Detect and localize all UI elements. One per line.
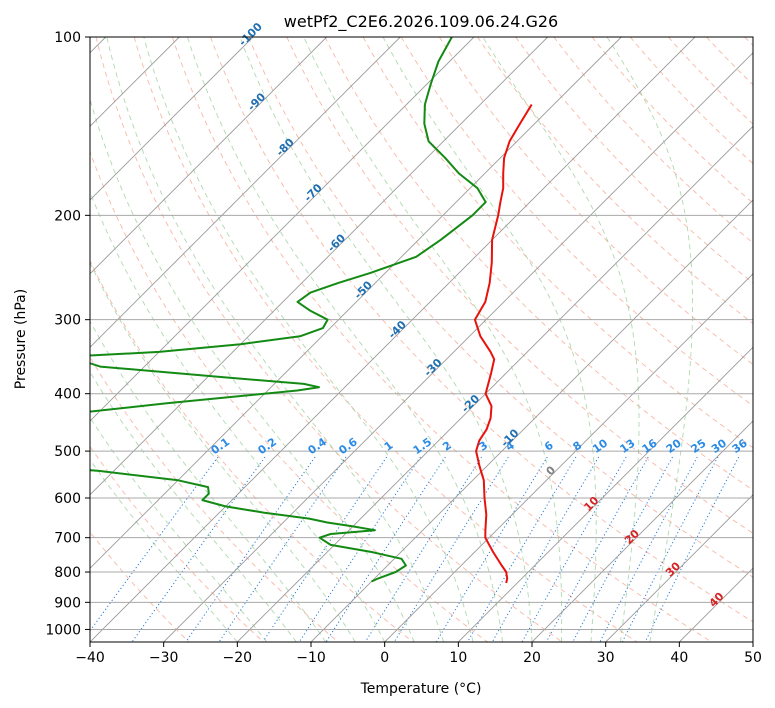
dry-adiabat-line [400,37,753,407]
grid-lines [90,37,753,642]
isotherm-line [163,52,753,642]
y-tick-label: 1000 [45,622,81,638]
x-tick-label: 40 [670,650,688,666]
x-tick-label: −30 [149,650,179,666]
isotherm-line [531,420,753,642]
x-axis-ticks: −40 −30 −20 −10 0 10 20 30 40 50 [75,642,762,666]
mixing-ratio-line [131,456,266,642]
mixing-ratio-line [521,456,627,642]
moist-adiabat-line [90,371,297,642]
dry-adiabat-line [171,37,712,642]
dry-adiabat-line [439,37,753,365]
mixing-ratio-line [262,456,388,642]
isotherm-line [236,125,753,642]
temperature-line [473,103,533,584]
y-tick-label: 900 [54,595,81,611]
profile-lines [90,37,533,584]
plot-area [90,37,753,642]
moist-adiabat-line [187,37,503,642]
mixing-ratio-line [491,456,600,642]
isotherm-line [90,37,622,569]
isotherm-line [310,199,753,642]
mixing-ratio-line [644,456,740,642]
dry-adiabat-line [629,37,753,165]
dry-adiabat-line [591,37,753,204]
y-tick-label: 200 [54,208,81,224]
dry-adiabat-line [95,37,563,642]
x-tick-label: 50 [744,650,762,666]
x-tick-label: −10 [296,650,326,666]
y-tick-label: 500 [54,444,81,460]
mixing-ratio-line [325,456,446,642]
isotherm-line [90,37,696,642]
dry-adiabat-line [248,37,753,578]
chart-title: wetPf2_C2E6.2026.109.06.24.G26 [284,12,558,32]
plot-frame [89,36,754,643]
y-axis-ticks: 100 200 300 400 500 600 700 800 900 1000 [45,30,90,638]
dry-adiabat-line [362,37,753,449]
y-tick-label: 300 [54,313,81,329]
x-axis-label: Temperature (°C) [360,681,482,697]
mixing-ratio-line [467,456,577,642]
mixing-ratio-line [90,456,219,632]
dry-adiabat-line [133,37,638,642]
isotherm-line [90,37,549,496]
dry-adiabat-line [477,37,753,325]
x-tick-label: 30 [597,650,615,666]
isotherm-line [90,37,254,201]
isotherm-line [384,273,753,642]
dry-adiabat-line [90,445,264,642]
y-tick-label: 100 [54,30,81,46]
mixing-ratio-line [621,456,719,642]
moist-adiabat-line [90,458,238,642]
moist-adiabat-line [482,37,640,642]
x-tick-label: −20 [223,650,253,666]
moist-adiabat-line [90,261,356,642]
moist-adiabat-line [382,37,597,642]
dry-adiabat-line [515,37,753,284]
dry-adiabat-line [324,37,753,491]
x-tick-label: 0 [380,650,389,666]
isotherm-line [457,346,753,642]
y-tick-label: 400 [54,387,81,403]
isotherm-line [90,37,475,422]
dry-adiabat-line [90,259,414,642]
dry-adiabat-line [210,37,753,623]
moist-adiabat-line [90,190,386,642]
moist-adiabat-line [90,416,268,642]
mixing-ratio-line [185,456,316,642]
isotherm-line [90,37,328,275]
moist-adiabat-line [303,37,563,642]
y-axis-label: Pressure (hPa) [13,289,29,389]
moist-adiabat-line [606,37,694,642]
dry-adiabat-line [90,531,190,642]
x-tick-label: 20 [523,650,541,666]
y-tick-label: 700 [54,531,81,547]
x-tick-label: 10 [449,650,467,666]
mixing-ratio-line [393,456,509,642]
moist-adiabat-line [143,37,474,642]
mixing-ratio-line [218,456,347,642]
moist-adiabat-line [239,37,533,642]
dewpoint-line [90,37,487,583]
isotherm-line [605,494,753,642]
y-tick-label: 600 [54,491,81,507]
moist-adiabat-line [106,37,445,642]
x-tick-label: −40 [75,650,105,666]
y-tick-label: 800 [54,565,81,581]
isotherm-line [90,37,401,348]
